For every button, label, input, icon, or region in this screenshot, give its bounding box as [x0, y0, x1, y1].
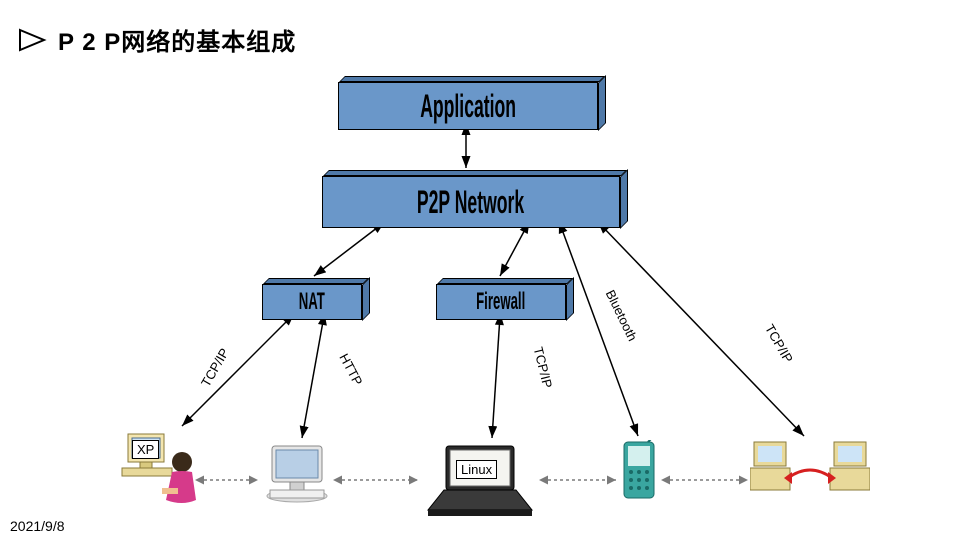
edge-label-http: HTTP [336, 351, 365, 388]
node-label: NAT [299, 288, 325, 316]
device-mac [260, 442, 334, 506]
device-xp-label: XP [132, 440, 159, 459]
edge-label-tcpip-left: TCP/IP [198, 346, 232, 390]
edge-label-bluetooth: Bluetooth [603, 288, 641, 344]
device-server-pair [750, 438, 870, 512]
edge-label-tcpip-right: TCP/IP [762, 322, 796, 366]
diagram-canvas: P 2 P网络的基本组成 Application P2P Network NAT… [0, 0, 960, 540]
device-linux: Linux [420, 440, 540, 518]
node-label: Application [420, 88, 516, 125]
device-mobile [616, 440, 662, 512]
node-firewall: Firewall [436, 278, 574, 320]
node-application: Application [338, 76, 606, 130]
slide-date: 2021/9/8 [10, 518, 65, 534]
title-arrow-icon [18, 28, 48, 52]
node-label: Firewall [476, 288, 525, 316]
node-label: P2P Network [417, 184, 524, 221]
page-title: P 2 P网络的基本组成 [58, 22, 296, 57]
edge-label-tcpip-center: TCP/IP [531, 345, 556, 389]
device-xp: XP [108, 430, 198, 510]
node-nat: NAT [262, 278, 370, 320]
node-p2p-network: P2P Network [322, 170, 628, 228]
title-row: P 2 P网络的基本组成 [18, 22, 296, 57]
device-linux-label: Linux [456, 460, 497, 479]
